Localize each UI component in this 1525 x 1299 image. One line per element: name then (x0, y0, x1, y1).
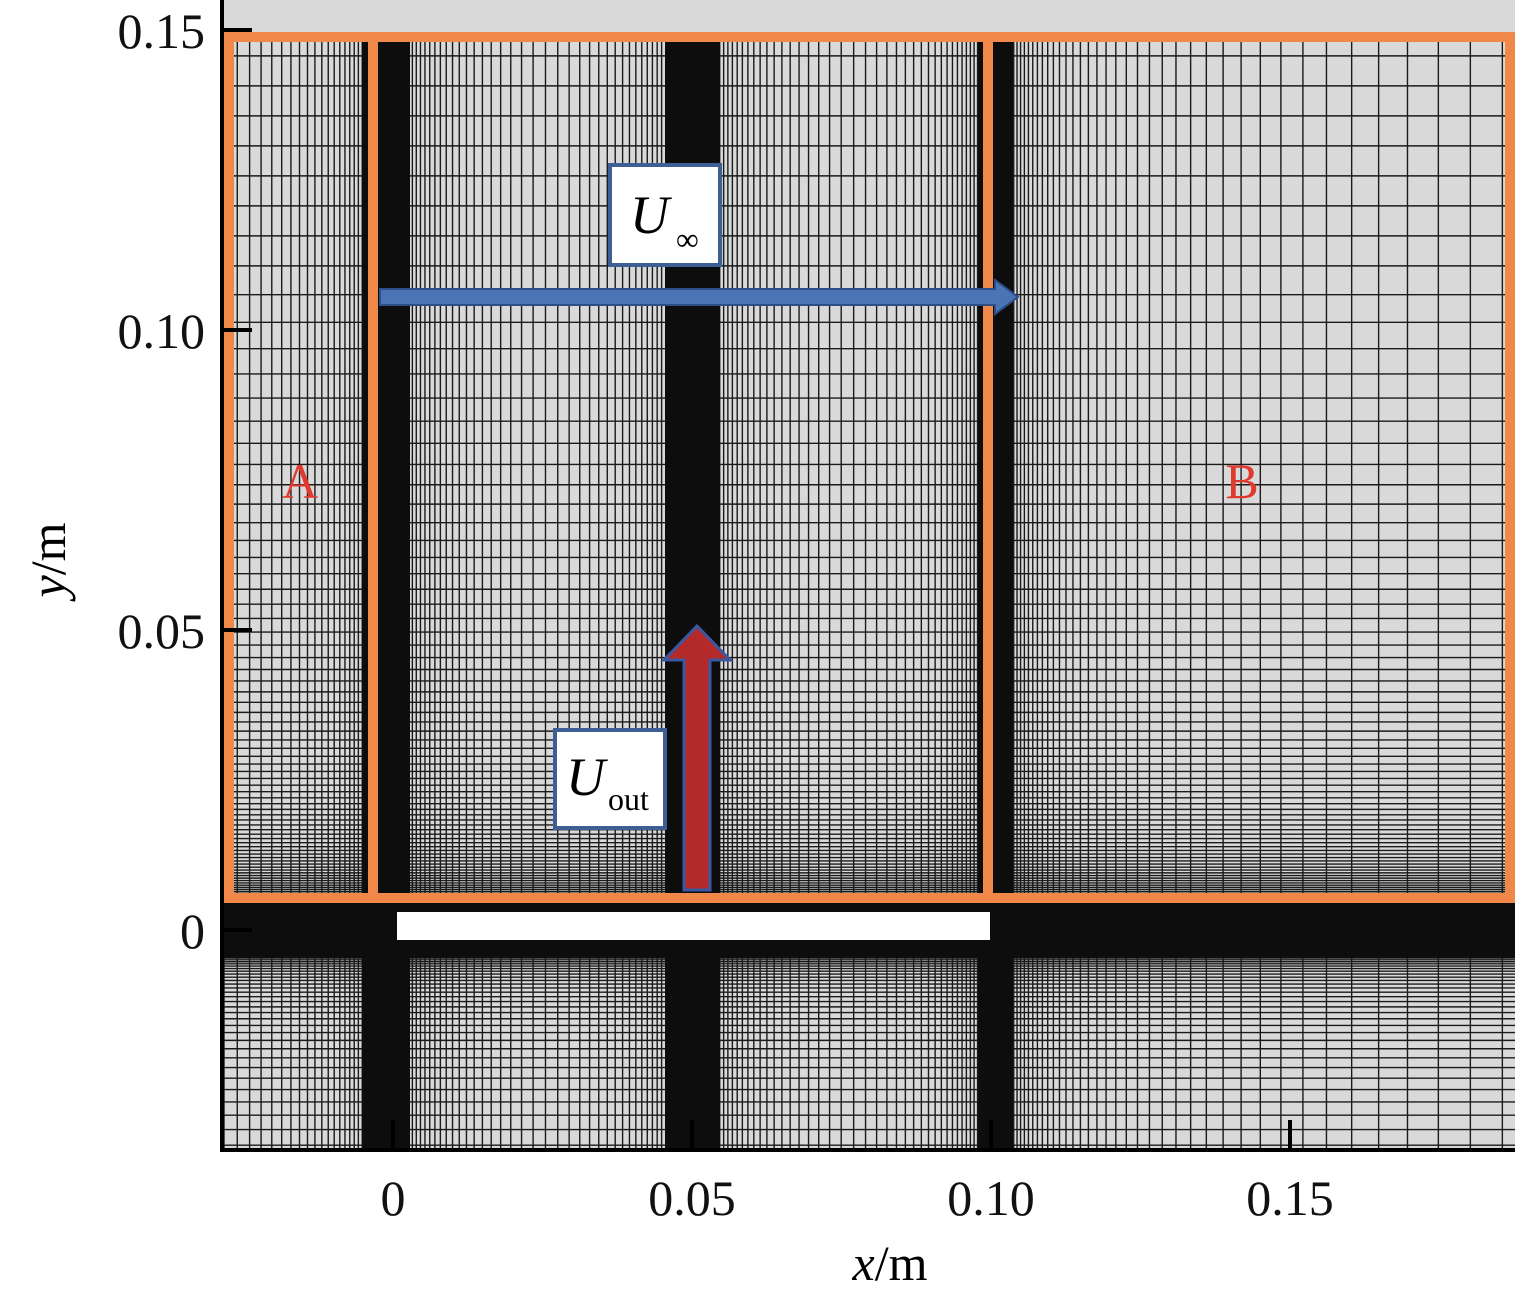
y-tick-label: 0.15 (118, 3, 206, 59)
x-tick-label: 0.10 (947, 1170, 1035, 1226)
arrow (379, 278, 1020, 316)
y-tick-label: 0.10 (118, 303, 206, 359)
label-box (608, 163, 722, 267)
ticks: 0 0.05 0.10 0.15 0 0.05 0.10 0.15 (118, 3, 1334, 1226)
subscript: out (608, 781, 649, 817)
y-tick-label: 0 (180, 903, 205, 959)
region-outline (224, 32, 1515, 903)
region-boxes (224, 32, 1515, 903)
y-tick-label: 0.05 (118, 603, 206, 659)
x-tick-label: 0.05 (648, 1170, 736, 1226)
x-axis-title: x/m (852, 1235, 928, 1291)
symbol: U (566, 747, 608, 807)
symbol: U (630, 185, 672, 245)
subscript: ∞ (676, 221, 699, 257)
x-tick-label: 0.15 (1246, 1170, 1334, 1226)
outflow-arrow: U out (553, 623, 734, 892)
variable: y (20, 575, 76, 603)
x-tick-label: 0 (381, 1170, 406, 1226)
plate (397, 912, 990, 940)
y-axis-title: y/m (20, 522, 76, 602)
free-stream-arrow: U ∞ (379, 163, 1020, 316)
region-label: B (1225, 453, 1258, 509)
region-label: A (282, 453, 318, 509)
variable: x (852, 1235, 875, 1291)
arrow (660, 623, 734, 892)
unit: /m (20, 522, 76, 575)
unit: /m (875, 1235, 928, 1291)
label-box (553, 728, 667, 830)
